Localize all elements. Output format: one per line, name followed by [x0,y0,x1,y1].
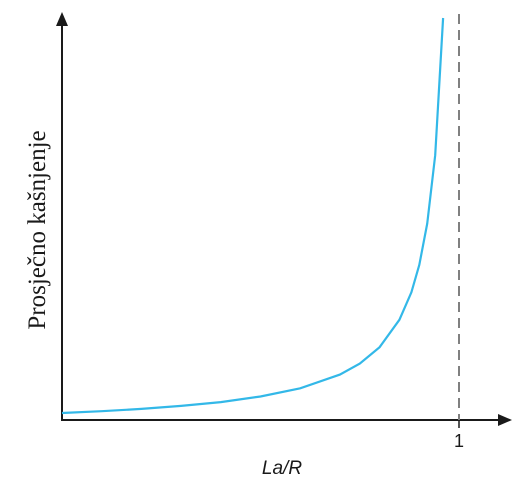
axes [56,12,512,426]
y-axis-arrowhead [56,12,68,26]
x-axis-label: La/R [262,458,302,477]
x-tick-label-1: 1 [454,431,464,451]
y-axis-label: Prosječno kašnjenje [24,130,51,329]
x-axis-arrowhead [498,414,512,426]
series-line [61,17,445,415]
